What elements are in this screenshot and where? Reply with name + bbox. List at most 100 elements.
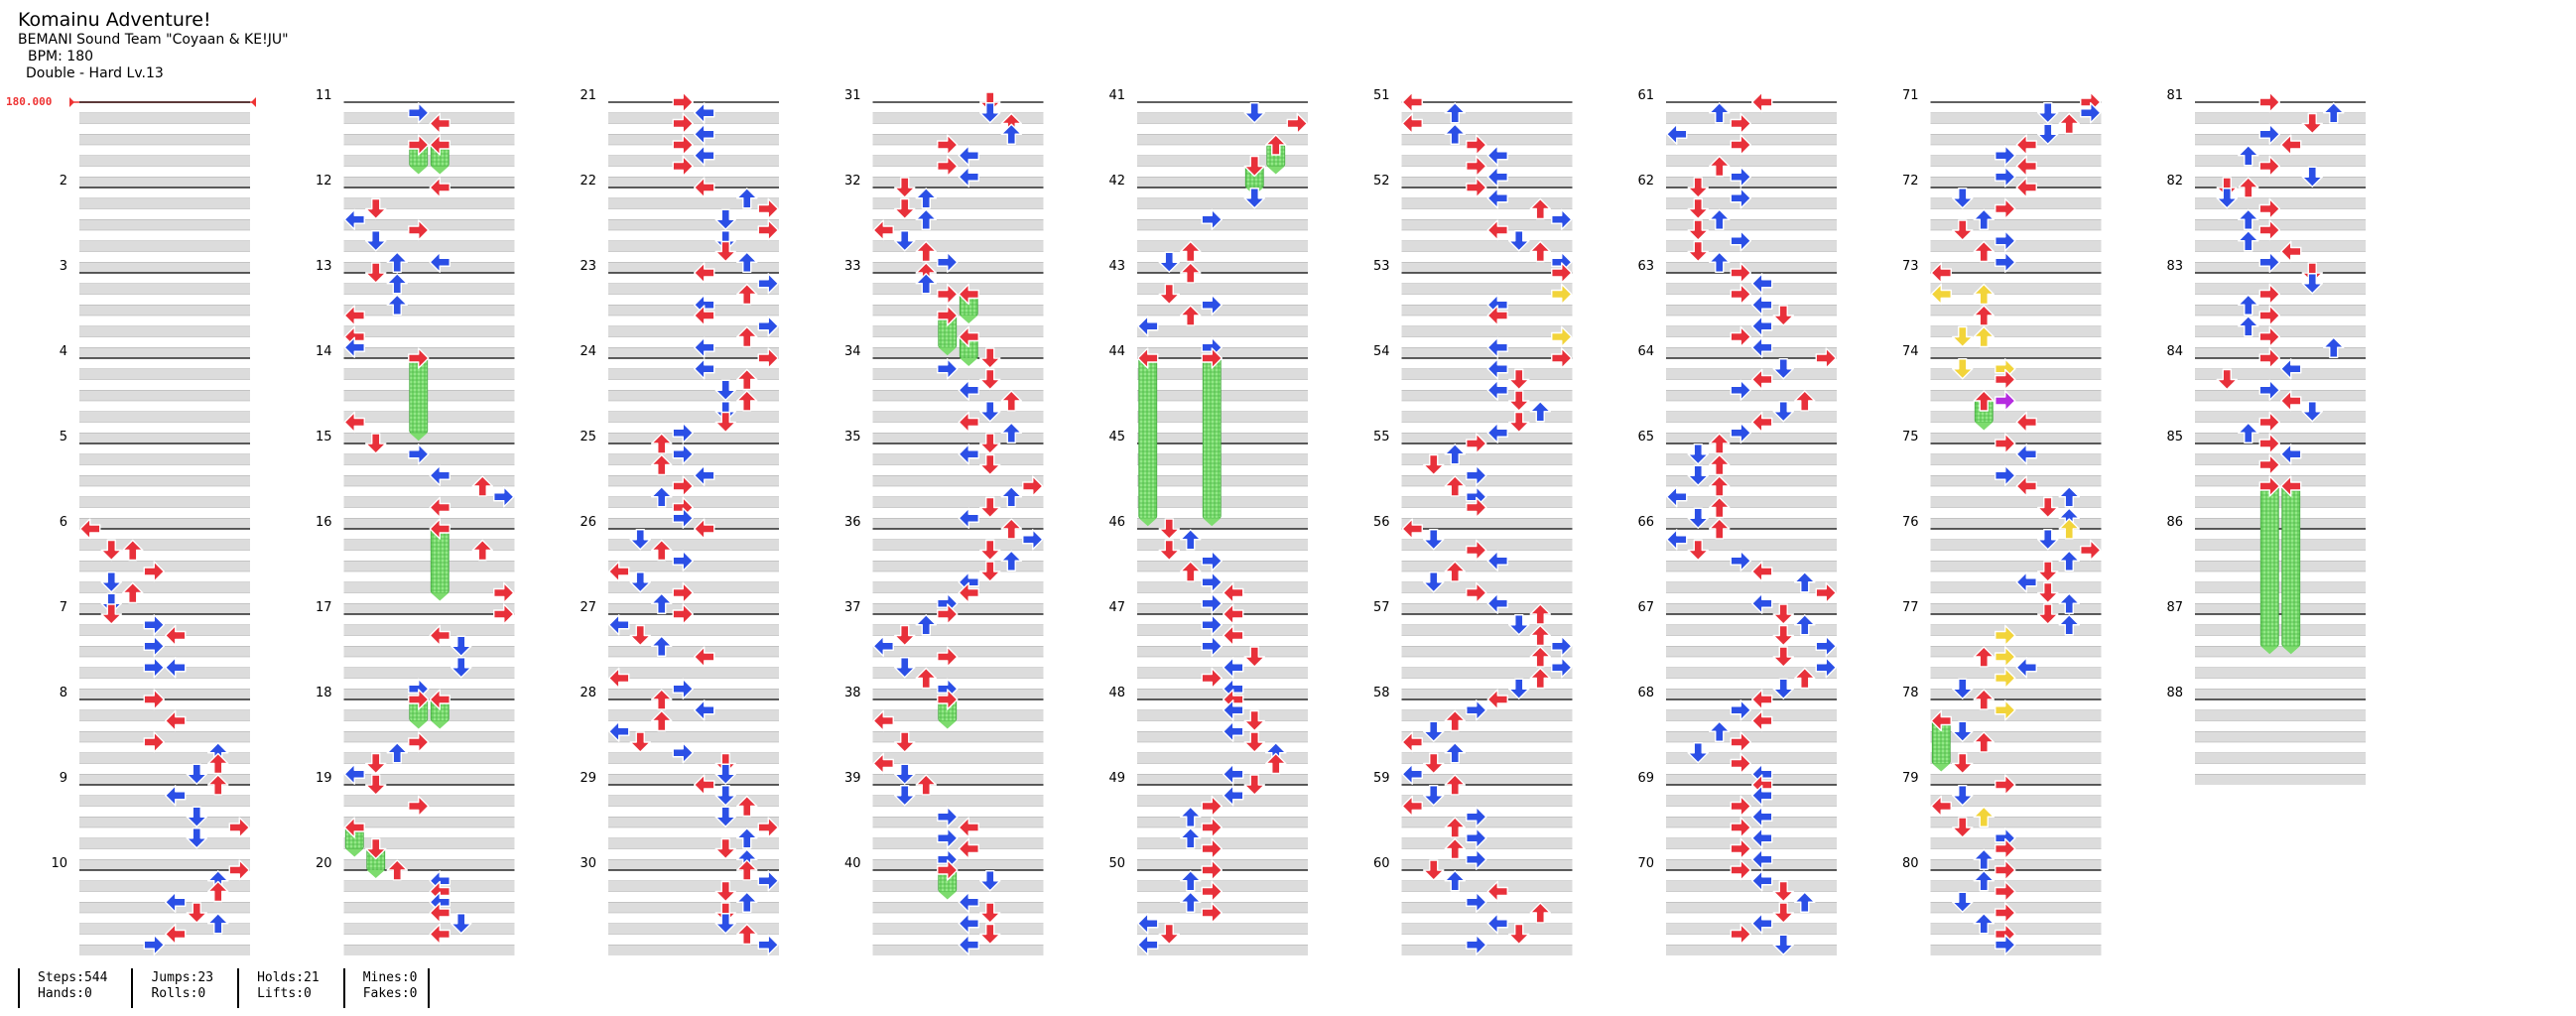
- right-arrow-note: [2258, 433, 2280, 454]
- left-arrow-note: [1486, 336, 1508, 358]
- beat-band: [1930, 112, 2102, 124]
- up-arrow-note: [1709, 102, 1731, 124]
- beat-band: [1137, 689, 1308, 699]
- down-arrow-note: [186, 827, 207, 849]
- measure-number: 18: [316, 686, 332, 700]
- left-arrow-note: [1486, 880, 1508, 903]
- hold-body: [2259, 485, 2279, 647]
- down-arrow-note: [1687, 464, 1709, 486]
- beat-band: [2195, 752, 2366, 764]
- up-arrow-note: [1529, 667, 1551, 690]
- beat-band: [1666, 923, 1837, 935]
- right-arrow-note: [1466, 464, 1487, 486]
- left-arrow-note: [958, 913, 979, 935]
- down-arrow-note: [1243, 709, 1265, 732]
- right-arrow-note: [1730, 817, 1751, 838]
- right-arrow-note: [1730, 283, 1751, 306]
- measure-number: 82: [2166, 174, 2183, 189]
- beat-band: [1137, 923, 1308, 935]
- beat-band: [608, 561, 779, 572]
- right-arrow-note: [1995, 145, 2016, 167]
- hold-tail: [1975, 422, 1994, 431]
- beat-band: [1137, 240, 1308, 252]
- beat-band: [343, 240, 515, 252]
- down-arrow-note: [714, 763, 736, 785]
- beat-band: [1930, 134, 2102, 145]
- beat-band: [1401, 795, 1573, 807]
- right-arrow-note: [408, 689, 430, 710]
- hold-tail: [409, 166, 428, 175]
- beat-band: [608, 433, 779, 444]
- up-arrow-note: [122, 539, 144, 562]
- right-arrow-note: [1466, 581, 1487, 604]
- beat-band: [1666, 177, 1837, 188]
- measure-14: 14: [316, 344, 515, 444]
- beat-band: [343, 731, 515, 742]
- beat-band: [1137, 945, 1308, 955]
- right-arrow-note: [1730, 134, 1751, 156]
- right-arrow-note: [1022, 529, 1044, 551]
- up-arrow-note: [207, 774, 229, 796]
- beat-band: [872, 411, 1044, 423]
- beat-band: [1137, 731, 1308, 742]
- right-arrow-note: [1466, 155, 1487, 178]
- right-arrow-note: [493, 603, 515, 625]
- up-arrow-note: [2238, 422, 2259, 444]
- up-arrow-note: [736, 827, 758, 849]
- down-arrow-note: [2037, 123, 2059, 145]
- left-arrow-note: [872, 219, 894, 241]
- up-arrow-note: [1529, 624, 1551, 647]
- down-arrow-note: [714, 837, 736, 860]
- beat-band: [1137, 177, 1308, 188]
- measure-68: 68: [1637, 686, 1837, 785]
- beat-band: [1930, 902, 2102, 913]
- beat-band: [1137, 197, 1308, 209]
- beat-band: [608, 795, 779, 807]
- down-arrow-note: [1772, 358, 1794, 380]
- up-arrow-note: [651, 709, 673, 732]
- right-arrow-note: [143, 614, 165, 636]
- measure-number: 60: [1373, 856, 1390, 871]
- beat-band: [1401, 112, 1573, 124]
- right-arrow-note: [1815, 347, 1837, 369]
- up-arrow-note: [1973, 390, 1995, 412]
- measure-number: 42: [1108, 174, 1125, 189]
- hold-tail: [938, 720, 957, 729]
- beat-band: [1137, 134, 1308, 145]
- measure-20: 20: [316, 856, 515, 955]
- left-arrow-note: [343, 208, 365, 230]
- down-arrow-note: [1772, 401, 1794, 423]
- up-arrow-note: [1794, 891, 1816, 913]
- right-arrow-note: [228, 859, 250, 881]
- measure-22: 22: [580, 174, 779, 273]
- right-arrow-note: [1466, 433, 1487, 454]
- up-arrow-note: [1265, 134, 1287, 156]
- right-arrow-note: [937, 859, 959, 881]
- beat-band: [1401, 411, 1573, 423]
- left-arrow-note: [429, 134, 451, 156]
- beat-band: [343, 433, 515, 444]
- up-arrow-note: [207, 880, 229, 903]
- right-arrow-note: [1466, 539, 1487, 562]
- song-header: Komainu Adventure! BEMANI Sound Team "Co…: [18, 8, 289, 82]
- measure-number: 28: [580, 686, 596, 700]
- holds-count: Holds:21: [257, 970, 320, 985]
- beat-band: [79, 112, 250, 124]
- beat-band: [872, 112, 1044, 124]
- beat-band: [1666, 219, 1837, 230]
- beat-band: [608, 325, 779, 337]
- left-arrow-note: [165, 624, 187, 647]
- bpm-text: BPM: 180: [28, 49, 94, 64]
- beat-band: [343, 603, 515, 614]
- left-arrow-note: [1486, 305, 1508, 326]
- beat-band: [608, 155, 779, 167]
- beat-band: [608, 134, 779, 145]
- down-arrow-note: [2037, 102, 2059, 124]
- beat-band: [1666, 774, 1837, 785]
- measure-69: 69: [1637, 771, 1837, 870]
- left-arrow-note: [1137, 316, 1159, 337]
- measure-88: 88: [2166, 686, 2366, 785]
- left-arrow-note: [429, 902, 451, 924]
- rolls-count: Rolls:0: [151, 986, 206, 1001]
- beat-band: [1137, 817, 1308, 827]
